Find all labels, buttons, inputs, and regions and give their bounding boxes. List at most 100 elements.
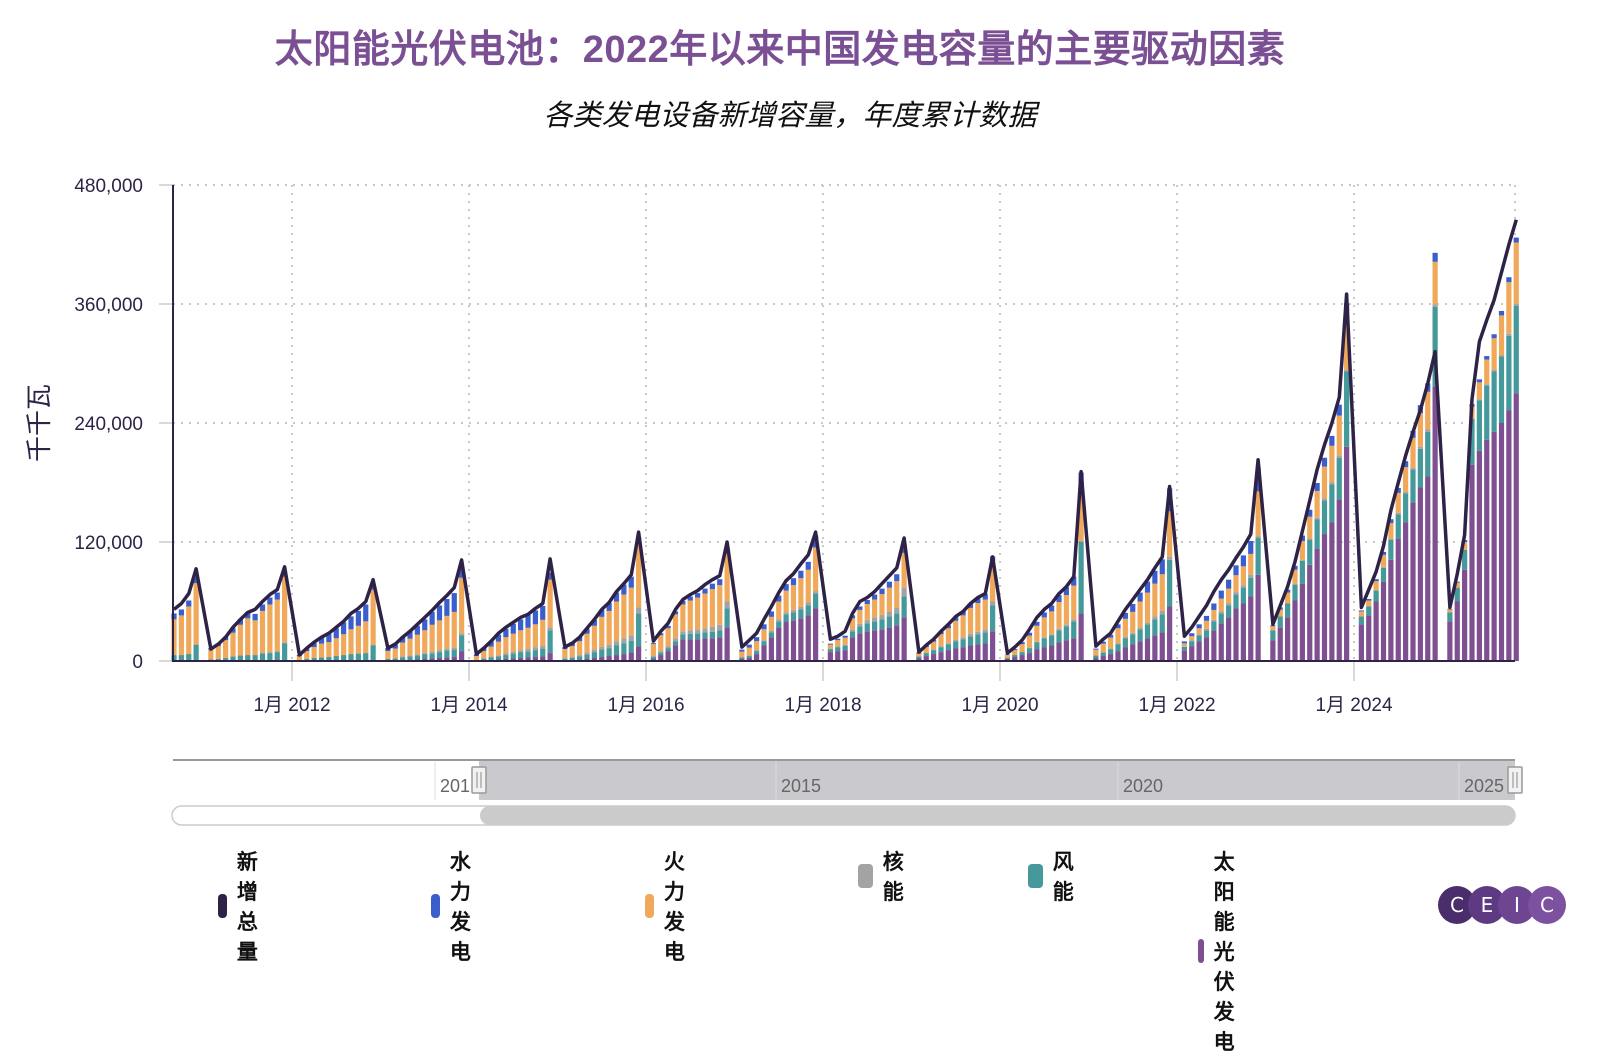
bar-segment-hydro[interactable] <box>1336 404 1342 416</box>
bar-segment-hydro[interactable] <box>547 572 553 580</box>
bar-segment-hydro[interactable] <box>230 628 236 633</box>
bar-segment-thermal[interactable] <box>414 634 420 655</box>
bar-segment-solar[interactable] <box>518 658 524 661</box>
bar-segment-hydro[interactable] <box>318 637 325 644</box>
bar-segment-wind[interactable] <box>1469 419 1475 465</box>
bar-segment-hydro[interactable] <box>1218 590 1224 599</box>
bar-stack[interactable] <box>761 624 767 661</box>
bar-segment-hydro[interactable] <box>599 609 605 617</box>
bar-segment-hydro[interactable] <box>790 578 797 586</box>
bar-segment-hydro[interactable] <box>1506 277 1512 283</box>
bar-stack[interactable] <box>1388 519 1394 661</box>
bar-segment-nuclear[interactable] <box>776 619 782 622</box>
bar-segment-solar[interactable] <box>1152 635 1158 661</box>
bar-segment-wind[interactable] <box>1248 577 1254 597</box>
bar-segment-wind[interactable] <box>1019 652 1025 656</box>
bar-segment-solar[interactable] <box>1196 641 1202 661</box>
bar-segment-thermal[interactable] <box>1144 592 1151 623</box>
bar-segment-nuclear[interactable] <box>1189 640 1195 642</box>
bar-segment-solar[interactable] <box>1093 658 1099 661</box>
bar-segment-thermal[interactable] <box>798 578 804 607</box>
bar-segment-hydro[interactable] <box>311 643 317 648</box>
bar-stack[interactable] <box>953 617 959 661</box>
bar-segment-hydro[interactable] <box>879 588 885 595</box>
bar-stack[interactable] <box>1093 648 1099 661</box>
bar-segment-hydro[interactable] <box>872 594 878 600</box>
bar-segment-wind[interactable] <box>1056 630 1062 643</box>
bar-segment-thermal[interactable] <box>1380 554 1387 567</box>
bar-segment-solar[interactable] <box>1292 600 1298 661</box>
bar-stack[interactable] <box>695 593 701 661</box>
bar-segment-wind[interactable] <box>1240 587 1246 604</box>
bar-segment-wind[interactable] <box>252 655 258 661</box>
bar-segment-nuclear[interactable] <box>400 656 406 658</box>
bar-stack[interactable] <box>1307 509 1313 661</box>
bar-segment-nuclear[interactable] <box>422 653 428 655</box>
bar-segment-nuclear[interactable] <box>495 655 502 657</box>
bar-segment-nuclear[interactable] <box>1211 619 1217 622</box>
bar-segment-thermal[interactable] <box>1484 359 1490 385</box>
bar-segment-thermal[interactable] <box>326 642 332 658</box>
bar-stack[interactable] <box>1218 590 1224 661</box>
bar-segment-hydro[interactable] <box>392 644 398 649</box>
bar-segment-nuclear[interactable] <box>1299 559 1305 561</box>
bar-segment-wind[interactable] <box>872 621 878 631</box>
bar-segment-solar[interactable] <box>1240 603 1246 661</box>
bar-segment-solar[interactable] <box>1321 534 1328 661</box>
bar-segment-solar[interactable] <box>1100 656 1106 661</box>
bar-segment-solar[interactable] <box>451 657 457 661</box>
bar-stack[interactable] <box>1417 405 1423 661</box>
bar-segment-thermal[interactable] <box>1063 595 1069 625</box>
bar-segment-solar[interactable] <box>606 656 612 661</box>
bar-stack[interactable] <box>982 594 988 661</box>
bar-segment-hydro[interactable] <box>1233 565 1239 576</box>
bar-stack[interactable] <box>1366 599 1372 661</box>
bar-segment-hydro[interactable] <box>326 634 332 643</box>
bar-segment-nuclear[interactable] <box>1292 583 1298 585</box>
bar-segment-hydro[interactable] <box>783 584 789 591</box>
bar-segment-nuclear[interactable] <box>1130 632 1136 635</box>
bar-segment-thermal[interactable] <box>1093 649 1099 656</box>
bar-stack[interactable] <box>1506 277 1512 661</box>
bar-segment-wind[interactable] <box>422 654 428 660</box>
bar-segment-hydro[interactable] <box>613 592 620 602</box>
bar-segment-nuclear[interactable] <box>1417 446 1423 449</box>
bar-segment-wind[interactable] <box>230 656 236 661</box>
bar-segment-thermal[interactable] <box>1248 553 1254 575</box>
bar-segment-hydro[interactable] <box>717 579 723 586</box>
bar-segment-hydro[interactable] <box>518 619 524 631</box>
bar-segment-nuclear[interactable] <box>945 643 951 645</box>
bar-segment-wind[interactable] <box>1292 584 1298 601</box>
bar-segment-hydro[interactable] <box>695 593 701 598</box>
bar-segment-nuclear[interactable] <box>1307 538 1313 541</box>
bar-segment-hydro[interactable] <box>495 634 502 642</box>
bar-segment-solar[interactable] <box>1049 645 1055 661</box>
bar-segment-hydro[interactable] <box>1108 634 1114 638</box>
bar-segment-wind[interactable] <box>1321 500 1328 535</box>
bar-segment-solar[interactable] <box>1307 564 1313 661</box>
bar-segment-solar[interactable] <box>709 638 715 661</box>
bar-segment-thermal[interactable] <box>783 590 789 613</box>
bar-stack[interactable] <box>503 628 509 661</box>
bar-segment-wind[interactable] <box>1034 642 1040 650</box>
bar-segment-solar[interactable] <box>1395 539 1401 661</box>
bar-segment-solar[interactable] <box>923 656 929 661</box>
bar-segment-wind[interactable] <box>1063 626 1069 641</box>
bar-stack[interactable] <box>783 584 789 661</box>
bar-segment-wind[interactable] <box>407 656 413 661</box>
bar-segment-solar[interactable] <box>1041 647 1047 661</box>
bar-segment-thermal[interactable] <box>473 656 479 661</box>
bar-segment-wind[interactable] <box>1049 635 1055 646</box>
bar-segment-solar[interactable] <box>938 652 944 661</box>
bar-segment-thermal[interactable] <box>230 632 236 657</box>
bar-segment-solar[interactable] <box>768 637 774 661</box>
bar-segment-nuclear[interactable] <box>1248 574 1254 578</box>
bar-stack[interactable] <box>1476 379 1482 661</box>
bar-segment-nuclear[interactable] <box>540 645 546 649</box>
bar-segment-thermal[interactable] <box>495 641 502 656</box>
bar-segment-thermal[interactable] <box>1167 511 1173 557</box>
bar-segment-hydro[interactable] <box>186 600 192 607</box>
bar-segment-wind[interactable] <box>1159 614 1165 633</box>
bar-segment-thermal[interactable] <box>1513 242 1519 304</box>
bar-segment-thermal[interactable] <box>282 576 288 643</box>
